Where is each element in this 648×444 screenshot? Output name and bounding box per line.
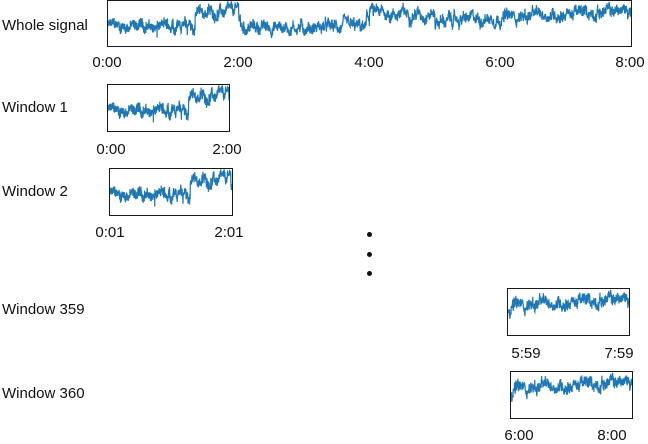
time-tick: 6:00 xyxy=(504,427,534,444)
time-tick: 8:00 xyxy=(597,427,627,444)
signal-trace xyxy=(108,85,229,131)
time-tick: 0:00 xyxy=(92,54,122,71)
signal-plot xyxy=(507,288,630,336)
signal-trace xyxy=(110,169,232,215)
time-tick: 4:00 xyxy=(354,54,384,71)
panel-label: Whole signal xyxy=(2,17,88,34)
signal-plot xyxy=(510,371,633,419)
ellipsis-dot xyxy=(367,232,372,237)
signal-trace xyxy=(511,372,632,418)
signal-plot xyxy=(107,84,230,132)
time-tick: 5:59 xyxy=(511,345,541,362)
signal-trace xyxy=(508,289,629,335)
panel-label: Window 360 xyxy=(2,385,85,402)
panel-label: Window 1 xyxy=(2,99,68,116)
time-tick: 8:00 xyxy=(615,54,645,71)
signal-plot xyxy=(107,0,632,47)
signal-trace xyxy=(108,1,631,46)
time-tick: 2:00 xyxy=(223,54,253,71)
time-tick: 7:59 xyxy=(604,345,634,362)
signal-line xyxy=(511,373,632,402)
signal-line xyxy=(108,2,631,38)
time-tick: 2:01 xyxy=(214,224,244,241)
panel-label: Window 359 xyxy=(2,301,85,318)
time-tick: 2:00 xyxy=(212,141,242,158)
panel-label: Window 2 xyxy=(2,183,68,200)
time-tick: 0:01 xyxy=(95,224,125,241)
ellipsis-dot xyxy=(367,252,372,257)
signal-line xyxy=(108,86,229,123)
ellipsis-dot xyxy=(367,271,372,276)
signal-line xyxy=(110,170,232,207)
signal-line xyxy=(508,290,629,319)
time-tick: 6:00 xyxy=(485,54,515,71)
time-tick: 0:00 xyxy=(96,141,126,158)
signal-plot xyxy=(109,168,233,216)
